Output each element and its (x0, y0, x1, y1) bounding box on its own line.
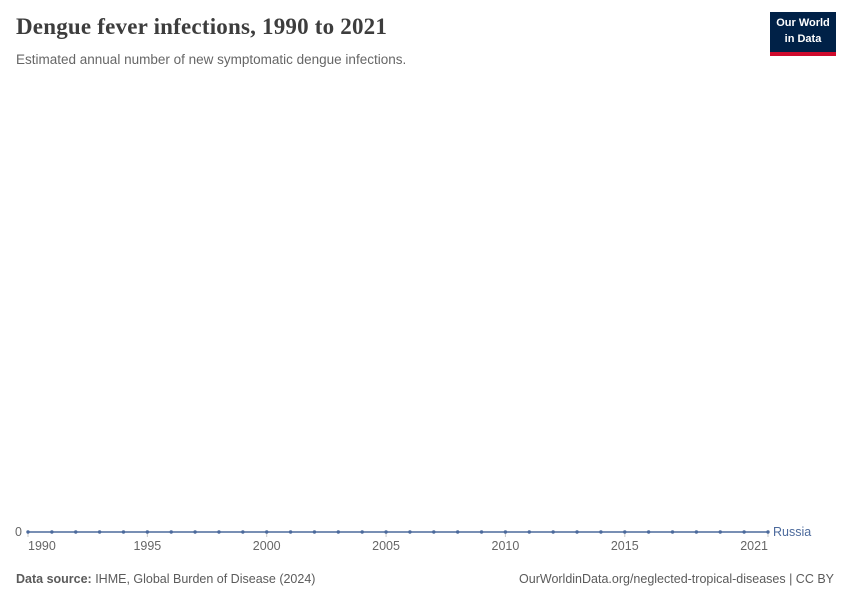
x-tick-label: 2021 (740, 539, 768, 553)
data-point[interactable] (432, 530, 436, 534)
data-point[interactable] (766, 530, 770, 534)
data-point[interactable] (575, 530, 579, 534)
owid-logo-line2: in Data (770, 32, 836, 52)
data-point[interactable] (742, 530, 746, 534)
owid-cc-link[interactable]: OurWorldinData.org/neglected-tropical-di… (519, 572, 834, 586)
data-point[interactable] (121, 530, 126, 534)
owid-logo-red-accent (770, 51, 836, 56)
y-axis-zero-label: 0 (15, 525, 22, 539)
series-entity-label[interactable]: Russia (773, 525, 812, 539)
data-point[interactable] (551, 530, 555, 534)
data-point[interactable] (503, 530, 508, 534)
data-point[interactable] (670, 530, 675, 534)
data-point[interactable] (646, 530, 651, 534)
x-tick-label: 1990 (28, 539, 56, 553)
data-point[interactable] (50, 530, 54, 534)
data-point[interactable] (336, 530, 341, 534)
data-point[interactable] (169, 530, 173, 534)
data-point[interactable] (694, 530, 699, 534)
x-tick-label: 1995 (133, 539, 162, 553)
x-tick-label: 2015 (610, 539, 639, 553)
data-point[interactable] (599, 530, 603, 534)
data-source-label: Data source: (16, 572, 92, 586)
data-point[interactable] (193, 530, 197, 534)
data-point[interactable] (217, 530, 221, 534)
data-point[interactable] (455, 530, 460, 534)
data-point[interactable] (360, 530, 364, 534)
owid-logo[interactable]: Our World in Data (770, 12, 836, 56)
data-point[interactable] (241, 530, 245, 534)
data-point[interactable] (312, 530, 317, 534)
data-point[interactable] (384, 530, 388, 534)
data-point[interactable] (74, 530, 78, 534)
data-point[interactable] (97, 530, 102, 534)
data-source-text: IHME, Global Burden of Disease (2024) (91, 572, 316, 586)
data-point[interactable] (26, 530, 30, 534)
data-point[interactable] (145, 530, 150, 534)
x-tick-label: 2000 (252, 539, 281, 553)
data-point[interactable] (718, 530, 722, 534)
chart-title: Dengue fever infections, 1990 to 2021 (16, 14, 388, 39)
data-point[interactable] (479, 530, 484, 534)
x-tick-label: 2010 (491, 539, 520, 553)
data-point[interactable] (527, 530, 531, 534)
x-tick-label: 2005 (372, 539, 400, 553)
data-source-note: Data source: IHME, Global Burden of Dise… (16, 572, 315, 586)
chart-subtitle: Estimated annual number of new symptomat… (16, 52, 407, 67)
owid-logo-line1: Our World (770, 12, 836, 33)
data-point[interactable] (265, 530, 269, 534)
data-point[interactable] (623, 530, 627, 534)
data-point[interactable] (288, 530, 293, 534)
data-point[interactable] (408, 530, 412, 534)
